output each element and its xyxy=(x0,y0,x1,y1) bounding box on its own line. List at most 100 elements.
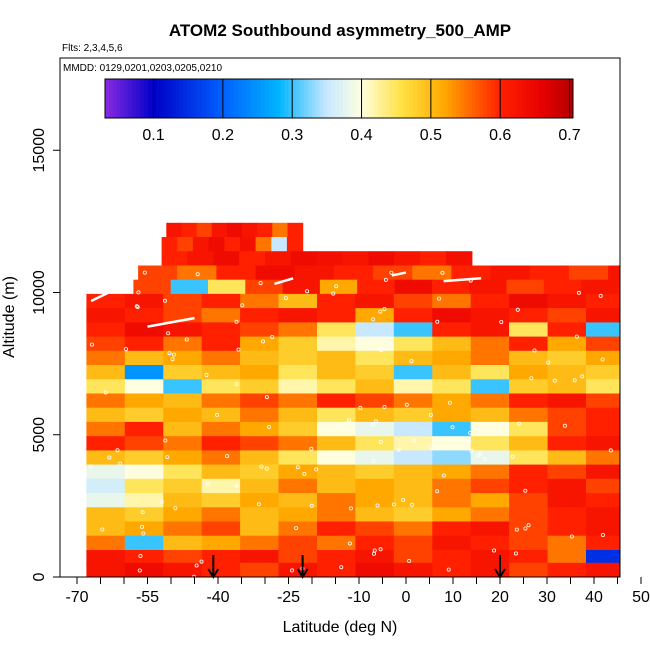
sample-point xyxy=(441,473,446,478)
heatmap-cell xyxy=(355,308,395,323)
sample-point xyxy=(373,419,378,424)
heatmap-cell xyxy=(201,293,241,309)
sample-point xyxy=(510,454,515,459)
colorbar-segment xyxy=(471,79,476,118)
heatmap-cell xyxy=(240,507,280,523)
heatmap-cell xyxy=(432,293,472,309)
heatmap-cell xyxy=(547,521,587,537)
colorbar-segment xyxy=(569,79,574,118)
sample-point xyxy=(478,451,483,456)
sample-point xyxy=(371,459,376,464)
colorbar-segment xyxy=(237,79,242,118)
heatmap-cell xyxy=(470,450,510,466)
heatmap-cell xyxy=(163,336,203,352)
heatmap-cell xyxy=(394,279,433,295)
heatmap-cell xyxy=(86,407,126,423)
colorbar-segment xyxy=(206,79,211,118)
heatmap-cell xyxy=(547,493,587,508)
colorbar-segment xyxy=(190,79,196,118)
heatmap-cell xyxy=(124,493,164,508)
colorbar-segment xyxy=(440,79,445,118)
chart-title: ATOM2 Southbound asymmetry_500_AMP xyxy=(169,21,511,40)
heatmap-cell xyxy=(278,393,318,409)
sample-point xyxy=(331,291,336,296)
sample-point xyxy=(410,502,415,507)
heatmap-cell xyxy=(470,336,510,352)
sample-point xyxy=(195,272,200,277)
colorbar-segment xyxy=(245,79,250,118)
heatmap-cell xyxy=(317,322,356,338)
x-tick-label: -55 xyxy=(136,589,159,606)
colorbar-segment xyxy=(171,79,176,118)
heatmap-cell xyxy=(240,336,280,352)
sample-point xyxy=(640,566,645,571)
colorbar-segment xyxy=(323,79,328,118)
heatmap-cell xyxy=(163,507,203,523)
colorbar-segment xyxy=(432,79,437,118)
sample-point xyxy=(259,464,264,469)
heatmap-cell xyxy=(393,379,433,395)
colorbar-segment xyxy=(167,79,172,118)
sample-point xyxy=(600,533,605,538)
heatmap-cell xyxy=(432,379,472,395)
colorbar-segment xyxy=(491,79,496,118)
heatmap-cell xyxy=(240,562,280,577)
heatmap-cell xyxy=(124,436,164,451)
heatmap-cell xyxy=(420,251,447,266)
heatmap-cell xyxy=(86,464,126,480)
sample-point xyxy=(532,348,537,353)
sample-point xyxy=(134,304,139,309)
colorbar-segment xyxy=(292,79,297,118)
heatmap-cell xyxy=(586,535,620,551)
heatmap-cell xyxy=(509,562,549,577)
sample-point xyxy=(163,438,168,443)
heatmap-cell xyxy=(255,237,272,252)
heatmap-cell xyxy=(393,365,433,380)
colorbar-segment xyxy=(385,79,391,118)
sample-point xyxy=(572,378,577,383)
x-axis-label: Latitude (deg N) xyxy=(283,619,398,636)
sample-point xyxy=(165,455,170,460)
sample-point xyxy=(137,568,142,573)
sample-point xyxy=(107,455,112,460)
heatmap-cell xyxy=(624,507,650,522)
sample-point xyxy=(412,438,417,443)
colorbar-segment xyxy=(381,79,387,118)
colorbar-tick-label: 0.3 xyxy=(281,127,303,144)
heatmap-cell xyxy=(509,521,549,537)
heatmap-cell xyxy=(163,493,203,508)
heatmap-cell xyxy=(393,421,433,437)
heatmap-cell xyxy=(470,293,510,309)
heatmap-cell xyxy=(86,350,126,366)
heatmap-cell xyxy=(355,550,395,565)
heatmap-cell xyxy=(161,251,189,266)
heatmap-cell xyxy=(432,365,472,380)
heatmap-cell xyxy=(201,535,241,551)
sample-point xyxy=(396,447,401,452)
sample-point xyxy=(382,404,387,409)
x-tick-label: 0 xyxy=(402,589,411,606)
heatmap-cell xyxy=(624,563,650,578)
colorbar-segment xyxy=(222,79,227,118)
x-tick-label: 30 xyxy=(538,589,556,606)
heatmap-cell xyxy=(342,251,370,266)
colorbar-segment xyxy=(339,79,344,118)
heatmap-cell xyxy=(509,550,549,565)
heatmap-cell xyxy=(208,279,246,295)
colorbar-segment xyxy=(342,79,348,118)
heatmap-cell xyxy=(201,322,241,338)
heatmap-cell xyxy=(432,421,472,437)
heatmap-cell xyxy=(432,322,472,338)
sample-point xyxy=(314,467,319,472)
sample-points xyxy=(89,229,650,579)
heatmap-cell xyxy=(242,222,258,238)
heatmap-cell xyxy=(317,521,356,537)
sample-point xyxy=(138,554,143,559)
heatmap-cell xyxy=(432,507,472,523)
heatmap-cell xyxy=(208,237,225,252)
heatmap-cell xyxy=(86,562,126,577)
heatmap-cell xyxy=(586,478,620,494)
sample-point xyxy=(206,481,211,486)
heatmap-cell xyxy=(163,293,203,309)
heatmap-cell xyxy=(469,279,508,295)
